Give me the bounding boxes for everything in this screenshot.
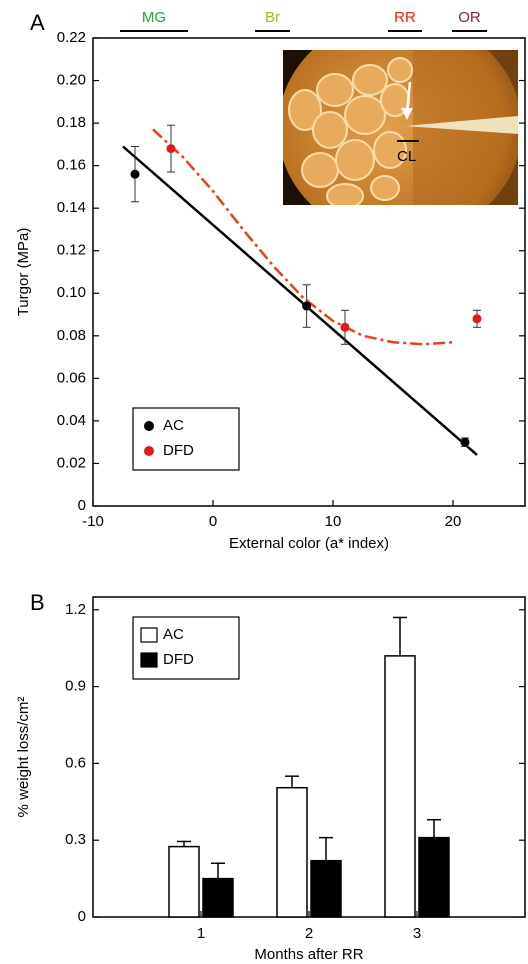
y-tick-label: 0.18 <box>57 114 86 131</box>
legend-swatch <box>140 627 158 643</box>
stage-label: RR <box>394 9 416 26</box>
stage-label: OR <box>458 9 481 26</box>
x-tick-label: 20 <box>445 513 462 530</box>
legend-label: DFD <box>163 651 194 668</box>
y-tick-label: 0.12 <box>57 242 86 259</box>
x-tick-label: -10 <box>82 513 104 530</box>
y-tick-label: 0.14 <box>57 199 86 216</box>
legend-box <box>132 407 240 471</box>
legend-box <box>132 616 240 680</box>
y-tick-label: 0.02 <box>57 454 86 471</box>
point <box>130 169 140 179</box>
bar <box>418 836 450 918</box>
arrow-head <box>401 108 413 120</box>
legend-swatch <box>140 652 158 668</box>
microcapillary <box>405 116 518 134</box>
panel-label: A <box>30 10 45 35</box>
fit-line <box>122 145 478 456</box>
x-tick-label: 2 <box>305 925 313 942</box>
legend-label: DFD <box>163 442 194 459</box>
inset-cells <box>288 57 413 205</box>
y-tick-label: 0 <box>78 908 86 925</box>
y-tick-label: 0.16 <box>57 157 86 174</box>
inset-label: CL <box>397 148 416 165</box>
point <box>460 437 470 447</box>
point <box>472 314 482 324</box>
fit-line <box>152 128 454 346</box>
point <box>302 301 312 311</box>
y-tick-label: 0 <box>78 497 86 514</box>
legend-marker <box>144 446 154 456</box>
bar <box>310 859 342 918</box>
x-tick-label: 0 <box>209 513 217 530</box>
charts: A MG Br RR OR-10 0 10 2000.020.040.060.080.100.… <box>15 9 526 963</box>
y-tick-label: 0.22 <box>57 29 86 46</box>
bar <box>276 786 308 918</box>
x-tick-label: 10 <box>325 513 342 530</box>
point <box>340 322 350 332</box>
y-tick-label: 0.08 <box>57 327 86 344</box>
y-tick-label: 0.6 <box>65 754 86 771</box>
stage-label: MG <box>142 9 166 26</box>
plot-frame <box>92 37 526 507</box>
bar <box>384 655 416 918</box>
bar <box>168 845 200 918</box>
x-tick-label: 1 <box>197 925 205 942</box>
x-axis-label: External color (a* index) <box>229 535 389 552</box>
point <box>166 144 176 154</box>
y-axis-label: % weight loss/cm² <box>15 697 32 818</box>
plot-frame <box>92 596 526 918</box>
bar <box>202 877 234 918</box>
y-tick-label: 0.3 <box>65 831 86 848</box>
arrow-shaft <box>405 81 412 114</box>
y-tick-label: 0.9 <box>65 678 86 695</box>
legend-label: AC <box>163 626 184 643</box>
legend-marker <box>144 421 154 431</box>
inset-photo <box>283 50 518 205</box>
y-tick-label: 0.10 <box>57 284 86 301</box>
y-tick-label: 0.20 <box>57 72 86 89</box>
y-tick-label: 0.06 <box>57 369 86 386</box>
y-tick-label: 0.04 <box>57 412 86 429</box>
stage-label: Br <box>265 9 280 26</box>
legend-label: AC <box>163 417 184 434</box>
x-tick-label: 3 <box>413 925 421 942</box>
panel-label: B <box>30 590 45 615</box>
y-axis-label: Turgor (MPa) <box>15 228 32 317</box>
x-axis-label: Months after RR <box>254 946 363 963</box>
y-tick-label: 1.2 <box>65 601 86 618</box>
